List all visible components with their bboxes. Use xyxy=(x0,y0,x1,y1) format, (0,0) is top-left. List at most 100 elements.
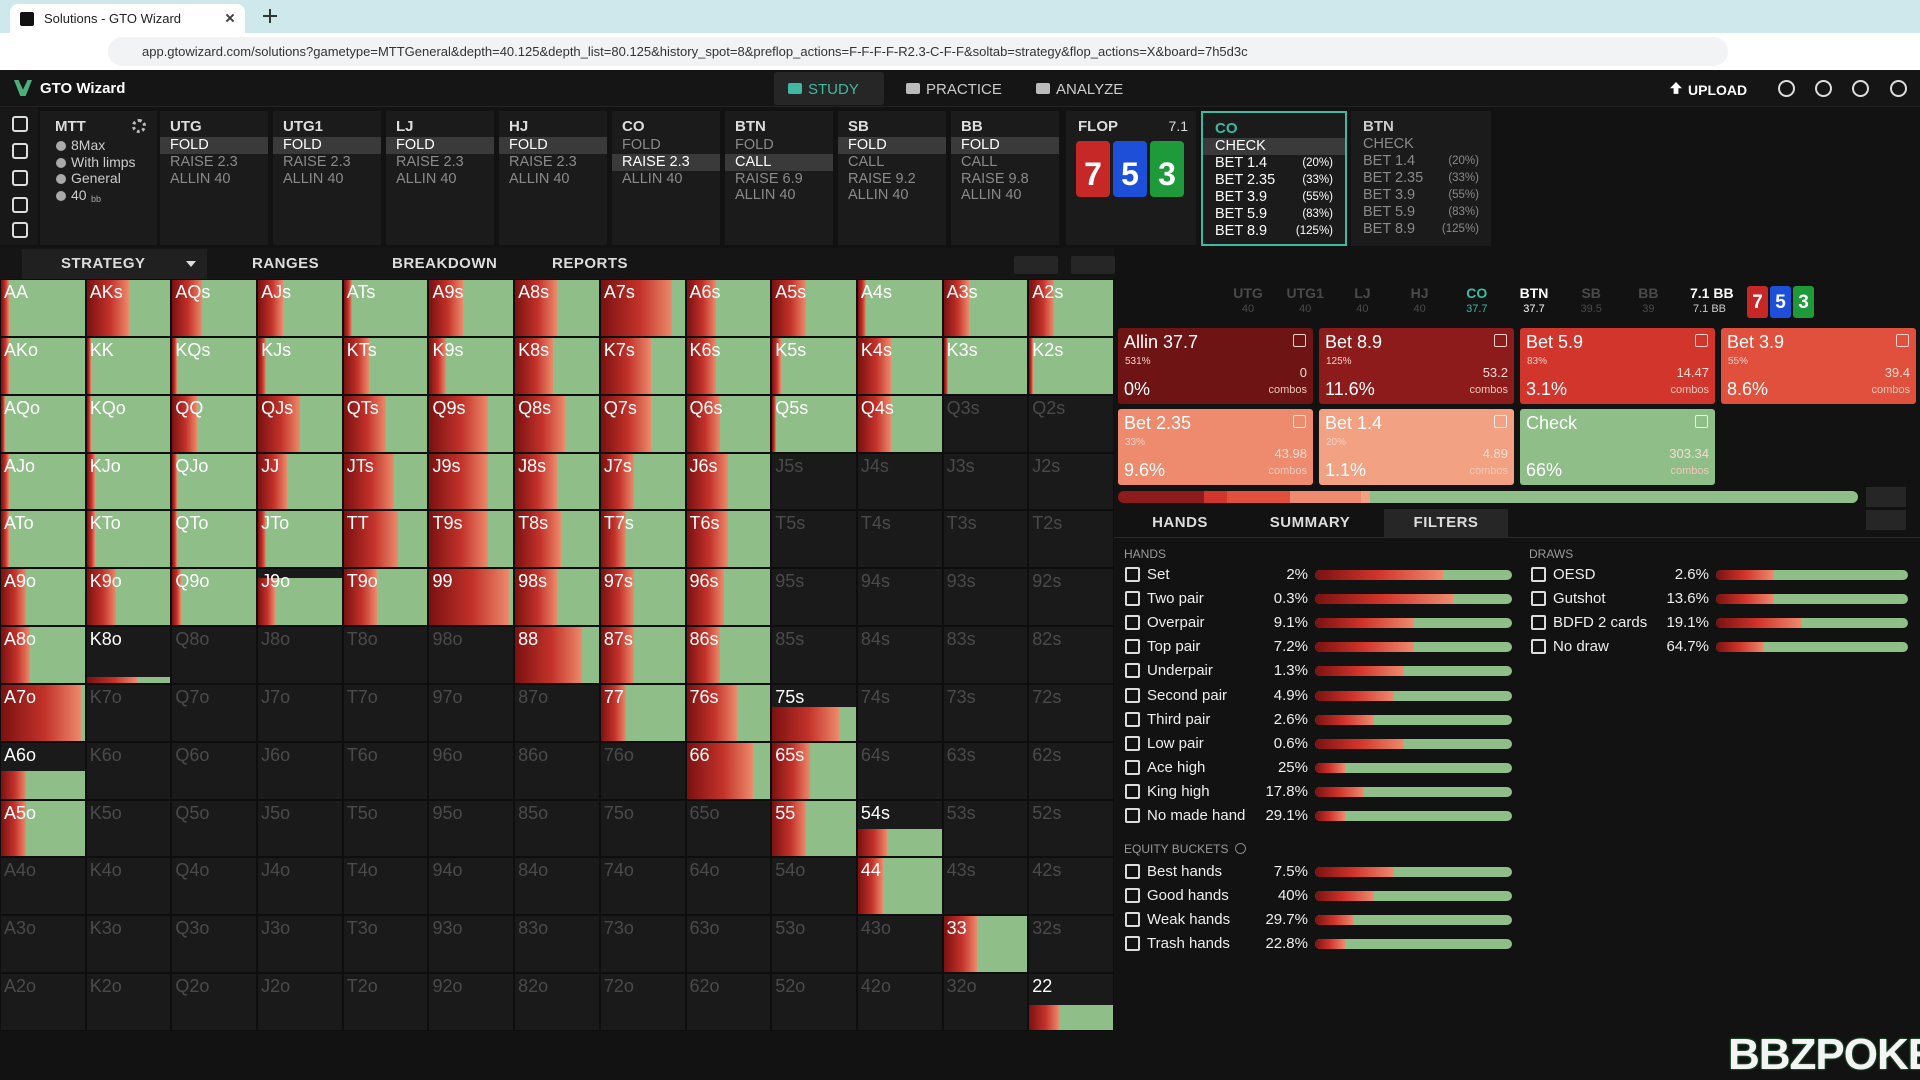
tool-icon[interactable] xyxy=(12,197,28,213)
hand-cell[interactable]: 73o xyxy=(599,915,686,974)
hand-cell[interactable]: KTo xyxy=(85,510,172,569)
hand-cell[interactable]: Q4o xyxy=(171,857,258,916)
hand-cell[interactable]: 76s xyxy=(685,683,772,742)
toolbar-icon[interactable] xyxy=(1071,256,1115,274)
hand-cell[interactable]: J8s xyxy=(514,452,600,511)
panel-tab[interactable]: SUMMARY xyxy=(1240,509,1380,537)
hand-cell[interactable]: 72s xyxy=(1028,683,1114,742)
hand-cell[interactable]: Q3o xyxy=(171,915,258,974)
filter-checkbox[interactable] xyxy=(1125,591,1140,607)
hand-cell[interactable]: KK xyxy=(85,336,172,395)
hand-cell[interactable]: J5o xyxy=(257,799,343,858)
hand-cell[interactable]: A4o xyxy=(0,857,86,916)
hand-cell[interactable]: 43s xyxy=(942,857,1029,916)
hand-cell[interactable]: Q8s xyxy=(514,394,600,453)
position-column[interactable]: CO FOLD RAISE 2.3 ALLIN 40 xyxy=(612,111,720,245)
hand-cell[interactable]: A4s xyxy=(856,279,943,337)
action-menu-icon[interactable] xyxy=(1695,415,1708,428)
hand-cell[interactable]: A2o xyxy=(0,973,86,1031)
hand-cell[interactable]: Q2o xyxy=(171,973,258,1031)
hand-cell[interactable]: Q9o xyxy=(171,568,258,627)
postflop-column[interactable]: BTN CHECK BET 1.4 (20%) BET 2.35 (33%) BET 3.9… xyxy=(1351,111,1491,246)
hand-cell[interactable]: AKo xyxy=(0,336,86,395)
hand-cell[interactable]: T6s xyxy=(685,510,772,569)
new-tab[interactable] xyxy=(269,9,271,23)
hand-cell[interactable]: Q2s xyxy=(1028,394,1114,453)
hand-cell[interactable]: 76o xyxy=(599,741,686,800)
position-column[interactable]: BTN FOLD CALL RAISE 6.9 ALLIN 40 xyxy=(725,111,833,245)
hand-cell[interactable]: 64o xyxy=(685,857,772,916)
hand-cell[interactable]: J6o xyxy=(257,741,343,800)
hand-cell[interactable]: J7s xyxy=(599,452,686,511)
hand-cell[interactable]: 93o xyxy=(428,915,515,974)
hand-cell[interactable]: AA xyxy=(0,279,86,337)
hand-cell[interactable]: 32s xyxy=(1028,915,1114,974)
action-box[interactable]: Bet 5.9 83% 14.47 combos 3.1% xyxy=(1520,328,1715,404)
hand-cell[interactable]: 85o xyxy=(514,799,600,858)
filter-checkbox[interactable] xyxy=(1125,936,1140,952)
filter-checkbox[interactable] xyxy=(1531,639,1546,655)
tool-icon[interactable] xyxy=(12,222,28,238)
hand-cell[interactable]: A6s xyxy=(685,279,772,337)
hand-cell[interactable]: 97o xyxy=(428,683,515,742)
hand-cell[interactable]: KJs xyxy=(257,336,343,395)
hand-cell[interactable]: 85s xyxy=(771,626,857,684)
filter-checkbox[interactable] xyxy=(1125,687,1140,703)
hand-cell[interactable]: 94o xyxy=(428,857,515,916)
hand-cell[interactable]: K5s xyxy=(771,336,857,395)
hand-cell[interactable]: 98s xyxy=(514,568,600,627)
hand-cell[interactable]: T3s xyxy=(942,510,1029,569)
hand-cell[interactable]: JJ xyxy=(257,452,343,511)
hand-cell[interactable]: K3o xyxy=(85,915,172,974)
hand-cell[interactable]: QTs xyxy=(342,394,429,453)
hand-cell[interactable]: KQs xyxy=(171,336,258,395)
hand-cell[interactable]: K7o xyxy=(85,683,172,742)
filter-checkbox[interactable] xyxy=(1125,912,1140,928)
hand-cell[interactable]: A3o xyxy=(0,915,86,974)
hand-cell[interactable]: 66 xyxy=(685,741,772,800)
hand-cell[interactable]: J5s xyxy=(771,452,857,511)
hand-cell[interactable]: 95s xyxy=(771,568,857,627)
action-menu-icon[interactable] xyxy=(1293,334,1306,347)
filter-checkbox[interactable] xyxy=(1125,888,1140,904)
view-toggle[interactable] xyxy=(1866,487,1906,507)
hand-cell[interactable]: 92s xyxy=(1028,568,1114,627)
filter-checkbox[interactable] xyxy=(1125,808,1140,823)
position-column[interactable]: BB FOLD CALL RAISE 9.8 ALLIN 40 xyxy=(951,111,1059,245)
hand-cell[interactable]: T6o xyxy=(342,741,429,800)
hand-cell[interactable]: 86o xyxy=(514,741,600,800)
hand-cell[interactable]: T9s xyxy=(428,510,515,569)
tool-icon[interactable] xyxy=(12,143,28,159)
hand-cell[interactable]: 83o xyxy=(514,915,600,974)
position-column[interactable]: LJ FOLD RAISE 2.3 ALLIN 40 xyxy=(386,111,494,245)
hand-cell[interactable]: A2s xyxy=(1028,279,1114,337)
hand-cell[interactable]: ATs xyxy=(342,279,429,337)
header-icon[interactable] xyxy=(1815,80,1832,97)
hand-cell[interactable]: AQs xyxy=(171,279,258,337)
hand-cell[interactable]: K2s xyxy=(1028,336,1114,395)
hand-cell[interactable]: J4o xyxy=(257,857,343,916)
hand-cell[interactable]: K8s xyxy=(514,336,600,395)
hand-cell[interactable]: 65o xyxy=(685,799,772,858)
hand-cell[interactable]: 73s xyxy=(942,683,1029,742)
filter-checkbox[interactable] xyxy=(1125,783,1140,799)
filter-checkbox[interactable] xyxy=(1125,663,1140,679)
hand-cell[interactable]: Q8o xyxy=(171,626,258,684)
hand-cell[interactable]: K9s xyxy=(428,336,515,395)
hand-cell[interactable]: 93s xyxy=(942,568,1029,627)
action-box[interactable]: Allin 37.7 531% 0 combos 0% xyxy=(1118,328,1313,404)
hand-cell[interactable]: A6o xyxy=(0,741,86,800)
hand-cell[interactable]: 32o xyxy=(942,973,1029,1031)
hand-cell[interactable]: 52s xyxy=(1028,799,1114,858)
flop-column[interactable]: FLOP 7.1 7 5 3 xyxy=(1066,111,1196,245)
hand-cell[interactable]: 72o xyxy=(599,973,686,1031)
hand-cell[interactable]: 97s xyxy=(599,568,686,627)
hand-cell[interactable]: Q5s xyxy=(771,394,857,453)
hand-cell[interactable]: K4s xyxy=(856,336,943,395)
hand-cell[interactable]: K4o xyxy=(85,857,172,916)
panel-tab[interactable]: FILTERS xyxy=(1384,509,1508,537)
hand-cell[interactable]: 96s xyxy=(685,568,772,627)
position-column[interactable]: UTG FOLD RAISE 2.3 ALLIN 40 xyxy=(160,111,268,245)
hand-cell[interactable]: T9o xyxy=(342,568,429,627)
hand-cell[interactable]: 83s xyxy=(942,626,1029,684)
